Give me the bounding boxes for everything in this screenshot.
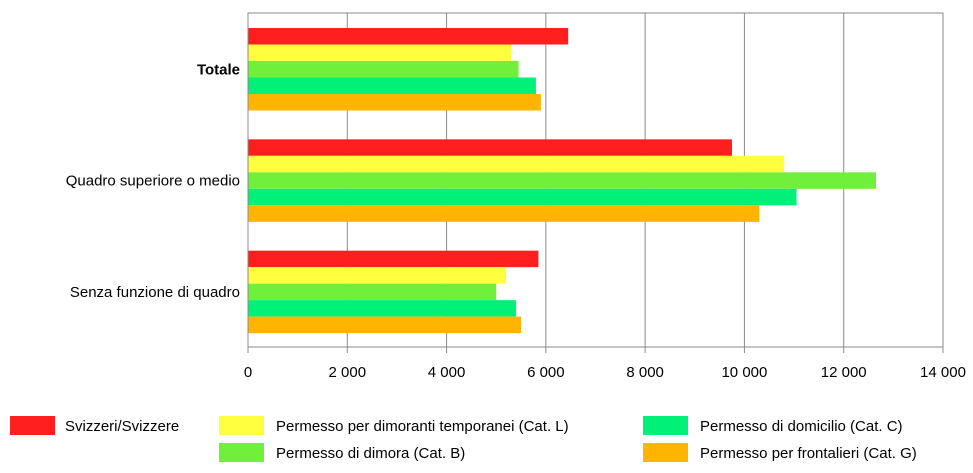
legend-label: Permesso di dimora (Cat. B) [276, 445, 465, 462]
x-tick-label: 6 000 [527, 364, 565, 381]
x-tick-label: 10 000 [721, 364, 767, 381]
bar-Permesso per frontalieri (Cat. G) [248, 94, 541, 111]
x-tick-label: 4 000 [428, 364, 466, 381]
legend-label: Permesso di domicilio (Cat. C) [700, 418, 903, 435]
legend-label: Permesso per dimoranti temporanei (Cat. … [276, 418, 569, 435]
bar-Permesso di domicilio (Cat. C) [248, 300, 517, 317]
bar-Permesso di dimora (Cat. B) [248, 283, 497, 301]
bar-Permesso per dimoranti temporanei (Cat. L) [248, 267, 507, 284]
x-tick-label: 14 000 [920, 364, 966, 381]
bar-Svizzeri/Svizzere [248, 139, 733, 156]
bar-Permesso per frontalieri (Cat. G) [248, 205, 760, 222]
x-tick-label: 0 [244, 364, 252, 381]
x-tick-label: 12 000 [821, 364, 867, 381]
legend-swatch [219, 416, 264, 435]
category-label: Quadro superiore o medio [66, 173, 240, 190]
bar-Permesso per frontalieri (Cat. G) [248, 316, 522, 334]
x-tick-label: 8 000 [626, 364, 664, 381]
bar-Permesso di domicilio (Cat. C) [248, 77, 536, 94]
bar-Permesso di domicilio (Cat. C) [248, 188, 797, 206]
bar-Permesso per dimoranti temporanei (Cat. L) [248, 155, 785, 173]
legend-swatch [643, 416, 688, 435]
category-label: Senza funzione di quadro [70, 284, 240, 301]
bar-Permesso per dimoranti temporanei (Cat. L) [248, 44, 512, 61]
category-label: Totale [197, 61, 240, 78]
legend-swatch [219, 443, 264, 462]
x-tick-label: 2 000 [329, 364, 367, 381]
legend-swatch [643, 443, 688, 462]
legend-swatch [10, 416, 55, 435]
legend-label: Svizzeri/Svizzere [65, 418, 179, 435]
bar-Permesso di dimora (Cat. B) [248, 172, 876, 189]
bar-Permesso di dimora (Cat. B) [248, 61, 519, 78]
legend-label: Permesso per frontalieri (Cat. G) [700, 445, 917, 462]
bar-Svizzeri/Svizzere [248, 28, 569, 45]
bar-Svizzeri/Svizzere [248, 250, 539, 268]
